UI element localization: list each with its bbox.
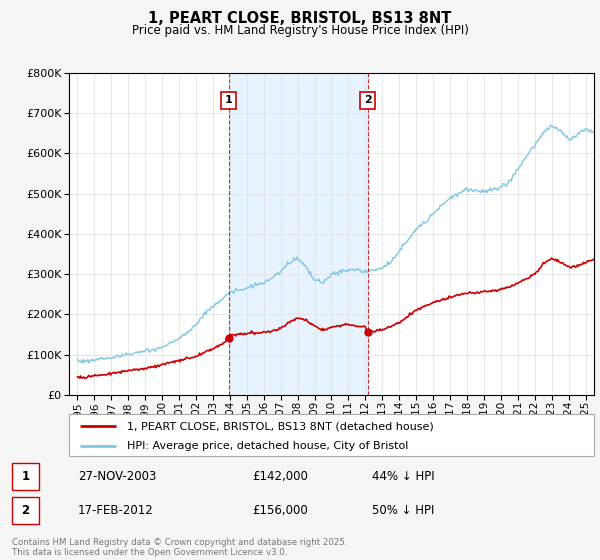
Text: 1: 1 (22, 470, 29, 483)
Text: HPI: Average price, detached house, City of Bristol: HPI: Average price, detached house, City… (127, 441, 408, 451)
Text: 2: 2 (22, 503, 29, 517)
Text: 1, PEART CLOSE, BRISTOL, BS13 8NT: 1, PEART CLOSE, BRISTOL, BS13 8NT (148, 11, 452, 26)
FancyBboxPatch shape (69, 414, 594, 456)
Text: £156,000: £156,000 (252, 503, 308, 517)
Text: £142,000: £142,000 (252, 470, 308, 483)
Text: 1: 1 (224, 95, 232, 105)
Text: Price paid vs. HM Land Registry's House Price Index (HPI): Price paid vs. HM Land Registry's House … (131, 24, 469, 36)
Text: Contains HM Land Registry data © Crown copyright and database right 2025.
This d: Contains HM Land Registry data © Crown c… (12, 538, 347, 557)
Text: 44% ↓ HPI: 44% ↓ HPI (372, 470, 434, 483)
Text: 2: 2 (364, 95, 371, 105)
Text: 50% ↓ HPI: 50% ↓ HPI (372, 503, 434, 517)
Bar (229, 73, 368, 395)
Text: 17-FEB-2012: 17-FEB-2012 (78, 503, 154, 517)
Text: 27-NOV-2003: 27-NOV-2003 (78, 470, 157, 483)
Text: 1, PEART CLOSE, BRISTOL, BS13 8NT (detached house): 1, PEART CLOSE, BRISTOL, BS13 8NT (detac… (127, 421, 433, 431)
